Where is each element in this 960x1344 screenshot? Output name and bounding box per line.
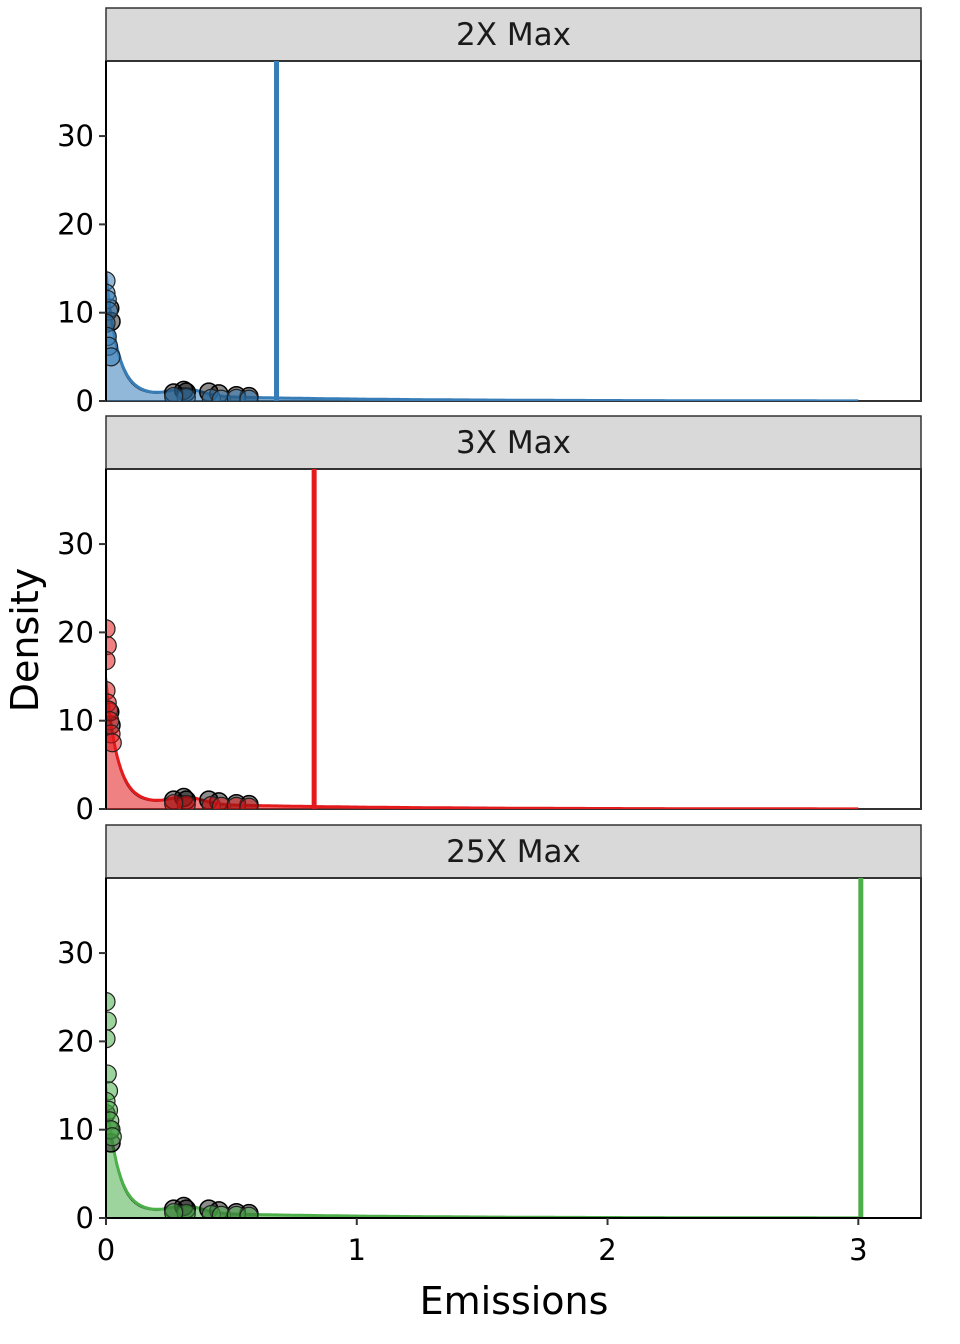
y-tick-label: 20	[57, 615, 94, 649]
simulated-point	[106, 1029, 116, 1049]
facet-strip-label: 25X Max	[446, 834, 581, 870]
y-tick-label: 10	[57, 296, 94, 330]
x-tick-label: 1	[348, 1233, 366, 1267]
simulated-point	[239, 389, 259, 401]
facet-strip	[105, 415, 922, 470]
density-line-simulated	[106, 680, 859, 809]
y-tick-label: 30	[57, 119, 94, 153]
simulated-point	[106, 1011, 117, 1031]
simulated-point	[106, 1127, 122, 1147]
x-axis-title: Emissions	[420, 1279, 609, 1323]
x-axis: 0 1 2 3	[97, 1217, 921, 1267]
y-tick-label: 30	[57, 936, 94, 970]
simulated-point	[164, 794, 184, 809]
simulated-point	[106, 1064, 117, 1084]
simulated-point	[106, 992, 116, 1012]
facet-panels: 2X Max 0 10 20 30 3X Max 0 10 20 30 25X Max 0 10 20 30	[57, 7, 922, 1235]
facet-strip	[105, 7, 922, 62]
facet-strip	[105, 824, 922, 879]
x-tick-label: 0	[97, 1233, 115, 1267]
simulated-point	[106, 347, 121, 367]
x-tick-label: 2	[598, 1233, 616, 1267]
facet-strip-label: 2X Max	[456, 17, 571, 53]
facet-panel: 2X Max 0 10 20 30	[57, 7, 922, 418]
plot-panel	[105, 877, 922, 1219]
facet-strip-label: 3X Max	[456, 425, 571, 461]
facet-panel: 25X Max 0 10 20 30	[57, 824, 922, 1235]
simulated-point	[106, 733, 122, 753]
plot-panel	[105, 60, 922, 402]
facet-panel: 3X Max 0 10 20 30	[57, 415, 922, 826]
density-line-simulated	[106, 272, 859, 401]
y-tick-label: 20	[57, 1024, 94, 1058]
y-tick-label: 0	[76, 1201, 94, 1235]
simulated-point	[164, 386, 184, 401]
y-tick-label: 10	[57, 704, 94, 738]
plot-content	[106, 61, 859, 401]
simulated-point	[164, 1203, 184, 1218]
plot-content	[106, 469, 859, 809]
y-tick-label: 20	[57, 207, 94, 241]
simulated-point	[106, 651, 116, 671]
y-tick-label: 30	[57, 527, 94, 561]
y-tick-label: 10	[57, 1113, 94, 1147]
plot-panel	[105, 468, 922, 810]
y-tick-label: 0	[76, 792, 94, 826]
simulated-point	[239, 797, 259, 809]
y-axis-title: Density	[3, 568, 47, 712]
y-tick-label: 0	[76, 384, 94, 418]
simulated-point	[106, 619, 116, 639]
x-tick-label: 3	[849, 1233, 867, 1267]
simulated-point	[239, 1206, 259, 1218]
